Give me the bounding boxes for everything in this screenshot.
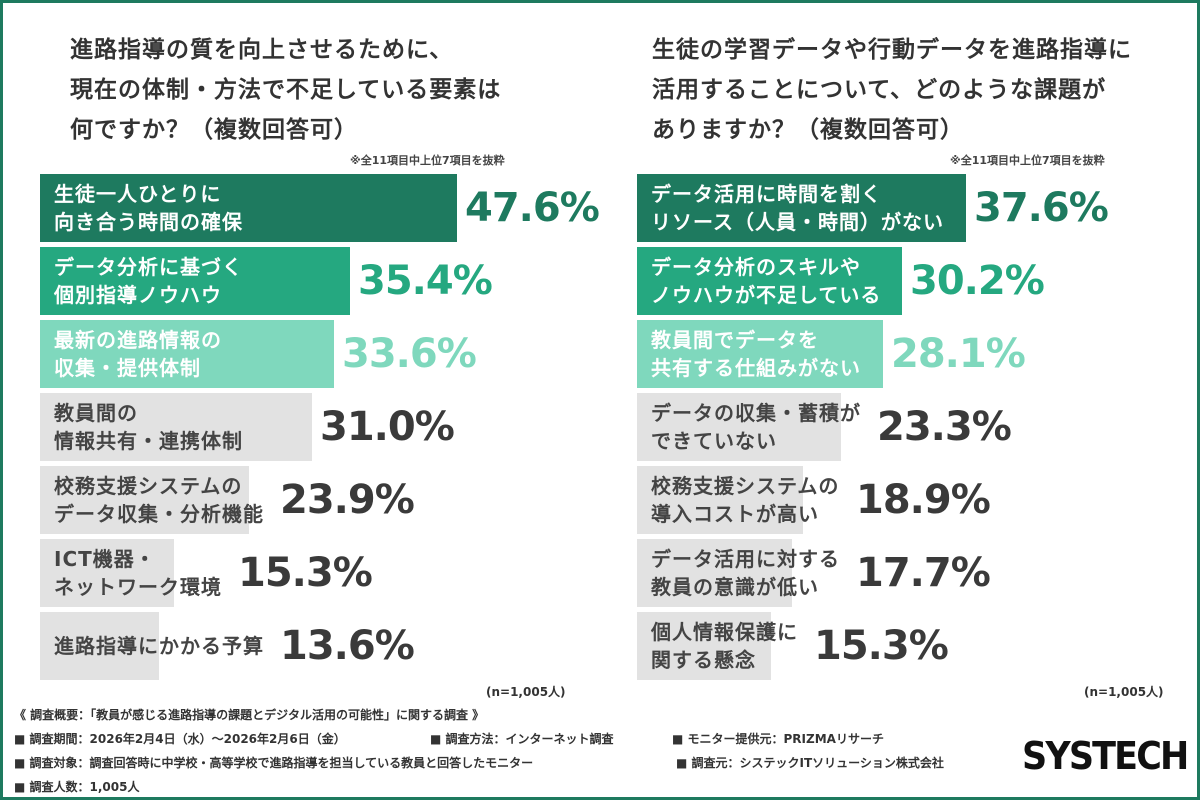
bar-value-1: 47.6% [465, 185, 600, 231]
bar-value-6: 15.3% [238, 550, 373, 596]
bar-label-6: ICT機器・ ネットワーク環境 [54, 547, 222, 599]
systech-logo: SYSTECH [1022, 734, 1189, 778]
right-bar-chart: データ活用に時間を割く リソース（人員・時間）がない 37.6% データ分析のスキル… [637, 174, 1192, 690]
bar-4 [637, 393, 841, 461]
bar-value-6: 17.7% [856, 550, 991, 596]
bar-label-7: 進路指導にかかる予算 [54, 634, 264, 658]
left-chart-note: ※全11項目中上位7項目を抜粋 [350, 154, 505, 167]
survey-method: ■ 調査方法：インターネット調査 [430, 732, 614, 746]
bar-value-7: 15.3% [814, 623, 949, 669]
bar-1 [637, 174, 966, 242]
bar-2 [40, 247, 350, 315]
bar-value-1: 37.6% [974, 185, 1109, 231]
survey-period: ■ 調査期間：2026年2月4日（水）〜2026年2月6日（金） [14, 732, 346, 746]
survey-target: ■ 調査対象：調査回答時に中学校・高等学校で進路指導を担当している教員と回答した… [14, 756, 534, 770]
left-sample-size: (n=1,005人) [486, 685, 566, 699]
bar-label-2: データ分析に基づく 個別指導ノウハウ [54, 255, 243, 307]
bar-6 [637, 539, 792, 607]
bar-value-3: 28.1% [891, 331, 1026, 377]
bar-value-4: 31.0% [320, 404, 455, 450]
bar-label-4: データの収集・蓄積が できていない [651, 401, 861, 453]
bar-2 [637, 247, 902, 315]
bar-label-6: データ活用に対する 教員の意識が低い [651, 547, 840, 599]
survey-organizer: ■ 調査元：システックITソリューション株式会社 [676, 756, 944, 770]
bar-1 [40, 174, 457, 242]
bar-3 [637, 320, 883, 388]
survey-count: ■ 調査人数：1,005人 [14, 780, 140, 794]
bar-5 [40, 466, 249, 534]
bar-label-5: 校務支援システムの データ収集・分析機能 [54, 474, 264, 526]
bar-4 [40, 393, 312, 461]
bar-3 [40, 320, 334, 388]
right-sample-size: (n=1,005人) [1084, 685, 1164, 699]
bar-value-2: 30.2% [910, 258, 1045, 304]
right-chart-note: ※全11項目中上位7項目を抜粋 [950, 154, 1105, 167]
bar-7 [637, 612, 771, 680]
bar-value-2: 35.4% [358, 258, 493, 304]
right-chart-title: 生徒の学習データや行動データを進路指導に 活用することについて、どのような課題が… [652, 37, 1132, 143]
bar-value-3: 33.6% [342, 331, 477, 377]
bar-label-2: データ分析のスキルや ノウハウが不足している [651, 255, 882, 307]
left-bar-chart: 生徒一人ひとりに 向き合う時間の確保 47.6% データ分析に基づく 個別指導ノウハ… [40, 174, 600, 690]
bar-label-3: 教員間でデータを 共有する仕組みがない [651, 328, 861, 380]
bar-value-5: 23.9% [280, 477, 415, 523]
bar-value-7: 13.6% [280, 623, 415, 669]
bar-7 [40, 612, 159, 680]
bar-label-1: データ活用に時間を割く リソース（人員・時間）がない [651, 182, 944, 234]
bar-label-4: 教員間の 情報共有・連携体制 [54, 401, 243, 453]
survey-provider: ■ モニター提供元：PRIZMAリサーチ [672, 732, 884, 746]
bar-label-3: 最新の進路情報の 収集・提供体制 [54, 328, 222, 380]
bar-value-5: 18.9% [856, 477, 991, 523]
bar-6 [40, 539, 174, 607]
bar-label-7: 個人情報保護に 関する懸念 [651, 620, 798, 672]
bar-value-4: 23.3% [877, 404, 1012, 450]
bar-5 [637, 466, 803, 534]
survey-overview-title: 《 調査概要：「教員が感じる進路指導の課題とデジタル活用の可能性」に関する調査 … [14, 708, 485, 722]
bar-label-1: 生徒一人ひとりに 向き合う時間の確保 [54, 182, 243, 234]
bar-label-5: 校務支援システムの 導入コストが高い [651, 474, 840, 526]
left-chart-title: 進路指導の質を向上させるために、 現在の体制・方法で不足している要素は 何ですか… [70, 37, 502, 143]
